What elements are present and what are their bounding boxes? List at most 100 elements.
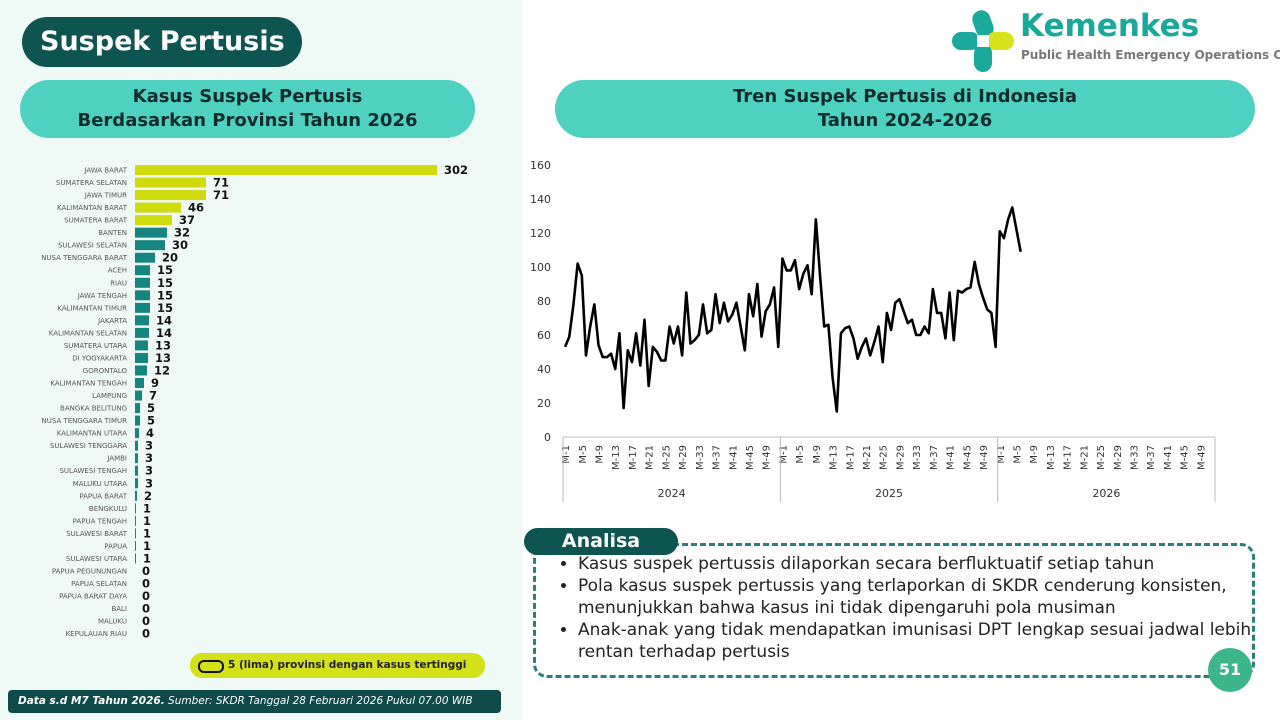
value-label: 3 [145,464,153,478]
bar [135,365,147,376]
bar [135,327,149,338]
y-tick-label: 60 [537,329,551,342]
x-tick-label: M-25 [879,445,890,470]
bar [135,302,150,313]
y-tick-label: DI YOGYAKARTA [72,354,127,362]
y-tick-label: SULAWESI SELATAN [58,242,127,250]
y-tick-label: PAPUA TENGAH [73,517,127,525]
y-tick-label: JAWA TENGAH [77,292,127,300]
bar [135,390,142,401]
x-tick-label: M-9 [1029,445,1040,464]
line-chart-header: Tren Suspek Pertusis di Indonesia Tahun … [555,80,1255,138]
y-tick-label: SULAWESI UTARA [66,555,127,563]
bar [135,553,136,564]
x-tick-label: M-21 [1079,445,1090,470]
x-tick-label: M-41 [728,445,739,470]
x-tick-label: M-45 [745,445,756,470]
value-label: 5 [147,401,155,415]
y-tick-label: BALI [111,605,127,613]
bar [135,478,138,489]
logo-icon [952,10,1014,72]
slide-title: Suspek Pertusis [22,17,302,67]
bar [135,352,148,363]
y-tick-label: SUMATERA UTARA [64,342,127,350]
value-label: 15 [157,263,173,277]
x-tick-label: M-13 [829,445,840,470]
x-tick-label: M-1 [996,445,1007,464]
bar [135,378,144,389]
x-tick-label: M-49 [1196,445,1207,470]
line [563,206,1022,413]
value-label: 12 [154,363,170,377]
analysis-title: Analisa [524,528,678,555]
value-label: 32 [174,226,190,240]
bar [135,202,181,213]
x-tick-label: M-41 [946,445,957,470]
value-label: 30 [172,238,188,252]
x-tick-label: M-45 [962,445,973,470]
y-tick-label: SULAWESI TENGGARA [50,442,127,450]
y-tick-label: ACEH [108,267,127,275]
bar [135,165,437,175]
bar [135,540,136,551]
y-tick-label: 120 [530,227,551,240]
bar [135,252,155,263]
value-label: 46 [188,201,204,215]
x-tick-label: M-37 [1146,445,1157,470]
y-tick-label: SUMATERA BARAT [64,217,128,225]
y-tick-label: KEPULAUAN RIAU [66,630,127,638]
y-tick-label: BENGKULU [89,505,127,513]
analysis-point: Pola kasus suspek pertussis yang terlapo… [578,575,1278,619]
bar [135,290,150,301]
value-label: 15 [157,276,173,290]
value-label: 14 [156,326,172,340]
x-tick-label: M-9 [595,445,606,464]
x-tick-label: M-17 [845,445,856,470]
x-tick-label: M-25 [661,445,672,470]
y-tick-label: 0 [544,431,551,444]
value-label: 0 [142,564,150,578]
y-tick-label: KALIMANTAN UTARA [57,430,127,438]
y-tick-label: PAPUA BARAT DAYA [59,593,127,601]
group-label: 2025 [875,487,903,500]
x-tick-label: M-45 [1180,445,1191,470]
x-tick-label: M-33 [1130,445,1141,470]
value-label: 3 [145,439,153,453]
value-label: 3 [145,476,153,490]
value-label: 0 [142,576,150,590]
y-tick-label: PAPUA PEGUNUNGAN [52,567,127,575]
value-label: 13 [155,338,171,352]
legend: 5 (lima) provinsi dengan kasus tertinggi [190,653,485,678]
y-tick-label: PAPUA SELATAN [71,580,127,588]
value-label: 1 [143,551,151,565]
y-tick-label: KALIMANTAN TENGAH [50,380,127,388]
y-tick-label: 20 [537,397,551,410]
bar [135,315,149,326]
footer: Data s.d M7 Tahun 2026. Sumber: SKDR Tan… [8,690,501,713]
legend-label: 5 (lima) provinsi dengan kasus tertinggi [228,659,467,671]
x-tick-label: M-37 [712,445,723,470]
bar [135,227,167,238]
analysis-list: Kasus suspek pertussis dilaporkan secara… [548,553,1278,663]
x-tick-label: M-1 [778,445,789,464]
value-label: 3 [145,451,153,465]
x-tick-label: M-33 [912,445,923,470]
y-tick-label: RIAU [110,279,127,287]
y-tick-label: BANGKA BELITUNG [60,405,127,413]
bar [135,503,136,514]
bar [135,215,172,226]
page-number: 51 [1208,648,1252,692]
y-tick-label: NUSA TENGGARA BARAT [41,254,128,262]
value-label: 0 [142,589,150,603]
logo-tagline: Public Health Emergency Operations Cente… [1021,48,1280,62]
y-tick-label: PAPUA [104,542,127,550]
chart-subtitle: Tahun 2024-2026 [817,110,993,131]
value-label: 1 [143,501,151,515]
value-label: 2 [144,489,152,503]
y-tick-label: 80 [537,295,551,308]
y-tick-label: LAMPUNG [92,392,127,400]
value-label: 71 [213,176,229,190]
bar-chart-header: Kasus Suspek Pertusis Berdasarkan Provin… [20,80,475,138]
value-label: 13 [155,351,171,365]
x-tick-label: M-13 [1046,445,1057,470]
